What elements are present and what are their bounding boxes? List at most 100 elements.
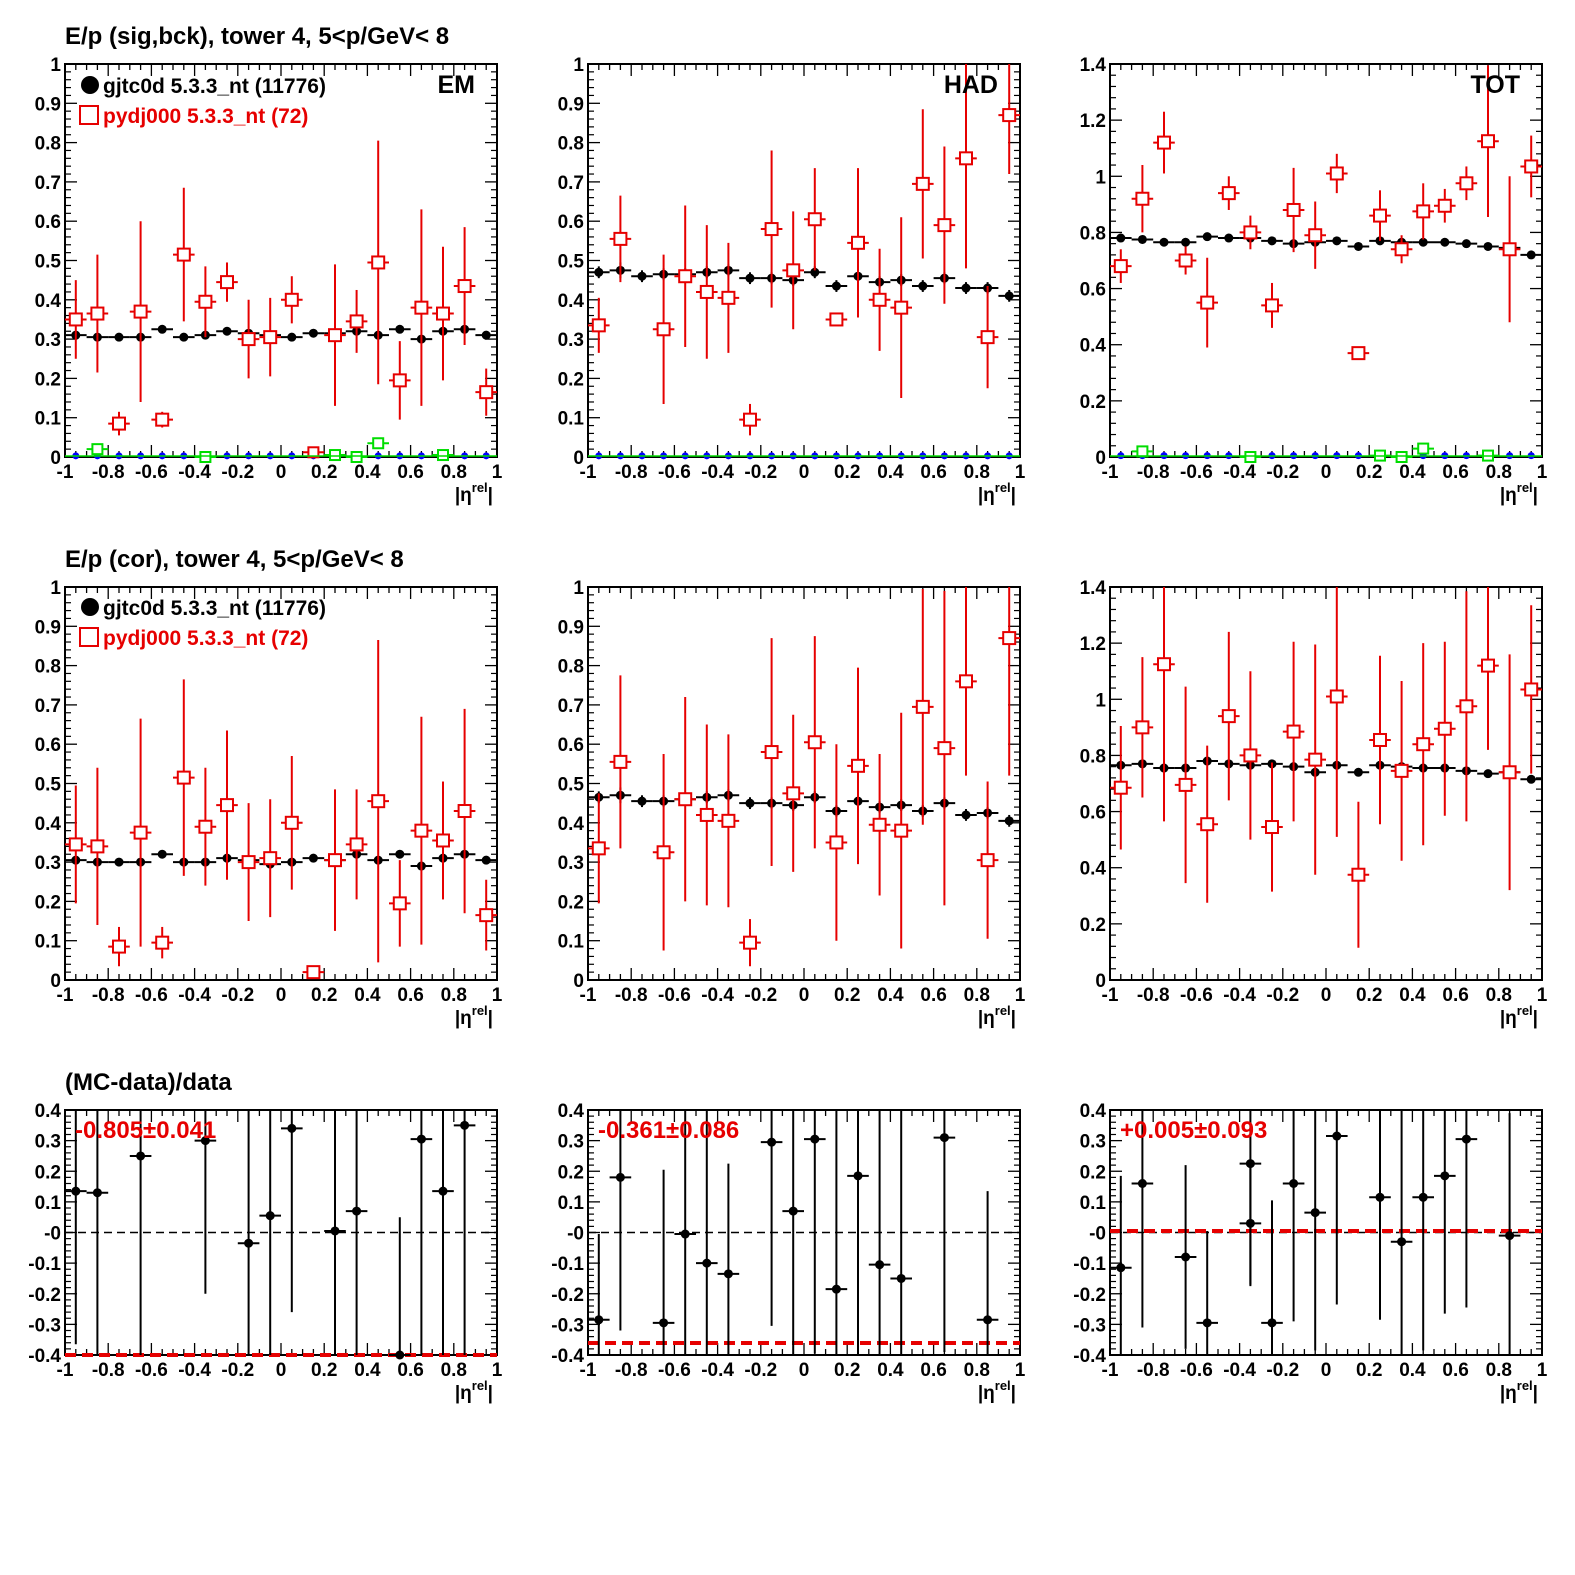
x-tick-label: -0.4 <box>178 985 211 1006</box>
mc-point <box>414 300 429 315</box>
x-tick-label: 0 <box>1321 462 1332 483</box>
x-tick-label: -0.6 <box>1180 462 1213 483</box>
y-tick-label: -0.4 <box>1073 1346 1106 1367</box>
x-tick-label: 0.6 <box>920 1360 946 1381</box>
data-point <box>594 1315 604 1325</box>
y-tick-label: 0.9 <box>558 94 584 115</box>
legend-row2: gjtc0d 5.3.3_nt (11776) pydj000 5.3.3_nt… <box>79 597 326 650</box>
x-tick-label: -0.6 <box>135 985 168 1006</box>
data-point <box>1461 1134 1471 1144</box>
mc-point <box>220 798 234 813</box>
mc-point <box>155 935 170 950</box>
x-tick-label: 0 <box>1321 985 1332 1006</box>
data-point <box>1440 237 1450 247</box>
mc-point <box>1157 135 1171 150</box>
y-tick-label: 0.3 <box>558 853 584 874</box>
y-tick-label: 0 <box>50 971 61 992</box>
mc-point <box>306 965 321 980</box>
mc-point <box>1351 346 1366 361</box>
mc-point <box>1351 867 1366 882</box>
mc-point <box>980 330 995 345</box>
x-tick-label: -0.6 <box>135 462 168 483</box>
y-tick-label: 0.1 <box>35 1193 62 1214</box>
data-point <box>983 1315 993 1325</box>
data-point <box>1267 1318 1277 1328</box>
mc-point <box>392 373 407 388</box>
mc-point <box>1157 657 1171 672</box>
x-tick-label: -0.6 <box>658 1360 691 1381</box>
mc-point <box>284 815 299 830</box>
mc-point <box>915 176 930 191</box>
y-tick-label: -0 <box>567 1224 584 1245</box>
mc-point <box>851 235 865 250</box>
x-tick-label: -1 <box>580 1360 597 1381</box>
y-tick-label: -0.2 <box>28 1285 61 1306</box>
x-axis-title: |ηrel| <box>1500 1378 1538 1404</box>
mc-point <box>829 312 844 327</box>
data-point <box>1505 1231 1515 1241</box>
data-point <box>723 1269 733 1279</box>
y-tick-label: 1 <box>573 578 584 599</box>
data-point <box>1004 816 1014 826</box>
x-tick-label: 0.4 <box>877 462 904 483</box>
mc-point <box>1502 242 1517 257</box>
y-tick-label: 0.6 <box>558 212 584 233</box>
y-tick-label: -0.1 <box>551 1254 584 1275</box>
data-point <box>853 1171 863 1181</box>
y-tick-label: 0.2 <box>558 1162 584 1183</box>
x-tick-label: 0 <box>276 1360 287 1381</box>
x-axis-title: |ηrel| <box>455 1003 493 1029</box>
data-point <box>1137 1179 1147 1188</box>
data-point <box>287 1123 297 1133</box>
data-point <box>680 1229 690 1239</box>
mc-point <box>829 835 844 850</box>
x-tick-label: -0.8 <box>92 462 125 483</box>
x-axis-title: |ηrel| <box>1500 1003 1538 1029</box>
background-green-point <box>91 443 104 456</box>
x-tick-label: 0 <box>1321 1360 1332 1381</box>
legend-mc-marker-icon <box>79 105 99 125</box>
plot-frame <box>587 63 1021 458</box>
x-tick-label: -1 <box>580 462 597 483</box>
y-tick-label: -0.4 <box>551 1346 584 1367</box>
mc-point <box>176 770 191 785</box>
mc-point <box>1502 765 1517 780</box>
y-tick-label: 0.8 <box>1080 746 1106 767</box>
data-point <box>157 849 167 859</box>
x-tick-label: -0.8 <box>615 1360 648 1381</box>
data-point <box>1202 232 1212 242</box>
y-tick-label: 0.4 <box>35 291 62 312</box>
mc-point <box>591 318 606 333</box>
y-tick-label: 0 <box>573 448 584 469</box>
data-point <box>788 1206 798 1216</box>
mc-point <box>656 845 671 860</box>
data-point <box>1526 774 1536 784</box>
data-point <box>896 1273 906 1283</box>
mc-point <box>959 674 973 689</box>
mc-point <box>656 322 671 337</box>
data-point <box>1116 1263 1126 1273</box>
data-point <box>352 1206 362 1216</box>
mc-point <box>90 839 105 854</box>
background-green-point <box>437 449 449 462</box>
y-tick-label: 0.1 <box>1080 1193 1107 1214</box>
y-tick-label: -0.3 <box>551 1315 584 1336</box>
mc-point <box>1265 298 1279 313</box>
data-point <box>1116 233 1126 243</box>
y-tick-label: 1 <box>573 55 584 76</box>
mc-point <box>436 833 450 848</box>
mc-point <box>786 786 801 801</box>
y-tick-label: 0.4 <box>1080 859 1107 880</box>
data-point <box>831 1284 841 1294</box>
background-green-point <box>1395 451 1408 463</box>
data-point <box>939 1133 949 1143</box>
y-tick-label: 0.1 <box>558 932 585 953</box>
data-point <box>1375 1192 1385 1202</box>
x-tick-label: 1 <box>1015 985 1026 1006</box>
row-title-3: (MC-data)/data <box>65 1069 232 1096</box>
data-point <box>767 1137 777 1147</box>
x-axis-title: |ηrel| <box>978 1378 1016 1404</box>
data-point <box>637 271 647 281</box>
mc-point <box>872 292 887 307</box>
y-tick-label: 0.7 <box>35 173 61 194</box>
